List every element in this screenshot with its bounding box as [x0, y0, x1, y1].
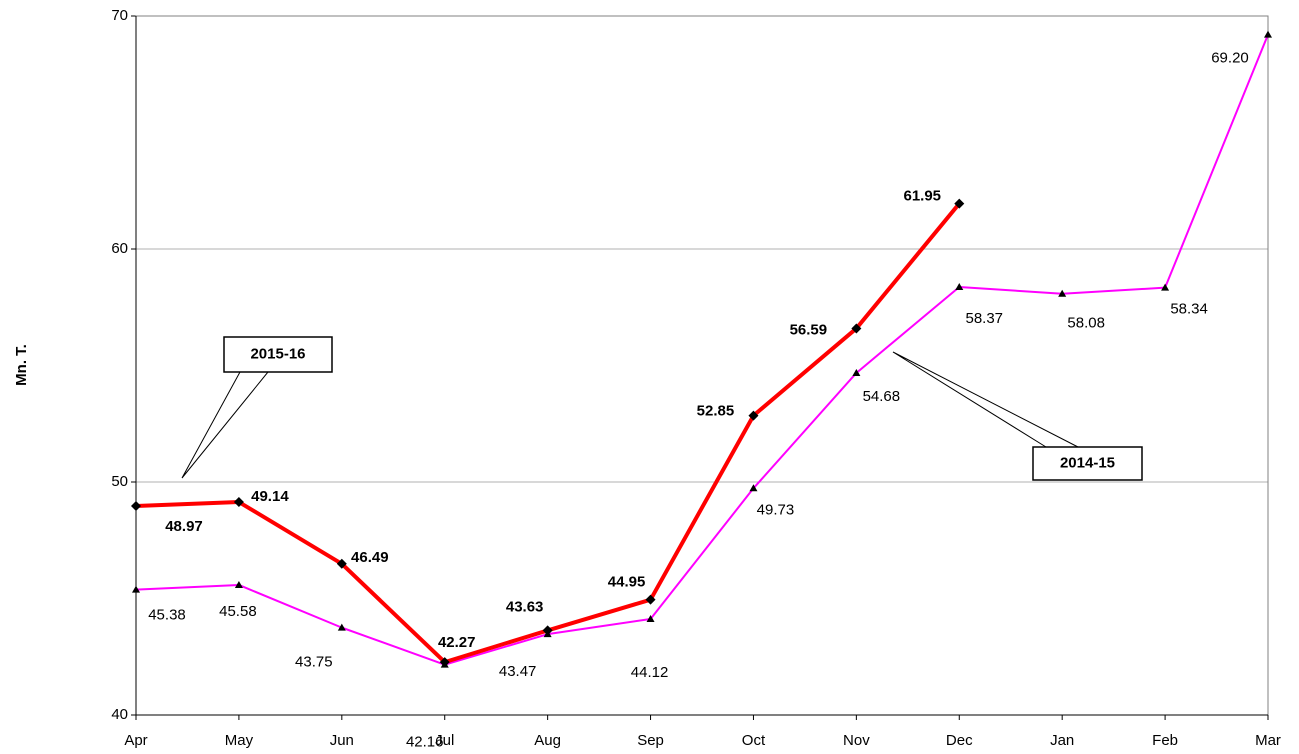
marker: [1264, 30, 1272, 38]
marker: [851, 323, 862, 334]
data-label: 61.95: [903, 188, 941, 205]
callout-box: [223, 336, 333, 373]
x-tick-label: Aug: [534, 732, 561, 749]
y-tick-label: 40: [111, 706, 128, 723]
x-tick-label: Dec: [946, 732, 973, 749]
marker: [954, 198, 965, 209]
data-label: 58.37: [965, 310, 1003, 327]
data-label: 48.97: [165, 518, 203, 535]
marker: [852, 368, 861, 376]
data-label: 43.75: [295, 654, 333, 671]
data-label: 56.59: [790, 321, 828, 338]
marker: [748, 410, 759, 421]
marker: [336, 558, 347, 569]
data-label: 49.73: [757, 501, 795, 518]
data-label: 43.47: [499, 663, 537, 680]
x-tick-label: Nov: [843, 732, 870, 749]
data-label: 69.20: [1211, 50, 1249, 67]
data-label: 54.68: [863, 388, 901, 405]
x-tick-label: Oct: [742, 732, 766, 749]
data-label: 42.16: [406, 734, 444, 751]
callout-pointer: [181, 371, 270, 479]
marker: [131, 500, 141, 511]
marker: [132, 585, 140, 593]
data-label: 44.12: [631, 664, 669, 681]
data-label: 45.38: [148, 607, 186, 624]
series-line: [135, 34, 1269, 666]
x-tick-label: Sep: [637, 732, 664, 749]
x-tick-label: Apr: [124, 732, 147, 749]
marker: [439, 657, 450, 668]
marker: [234, 580, 243, 588]
callout-pointer: [892, 351, 1079, 448]
marker: [542, 625, 553, 636]
marker: [749, 484, 758, 492]
data-label: 49.14: [251, 488, 289, 505]
callout-label: 2015-16: [250, 345, 305, 362]
data-label: 46.49: [351, 549, 389, 566]
callout-box: [1032, 446, 1143, 481]
marker: [645, 594, 656, 605]
x-tick-label: Mar: [1255, 732, 1281, 749]
data-label: 58.08: [1067, 315, 1105, 332]
x-tick-label: Feb: [1152, 732, 1178, 749]
marker: [233, 497, 244, 508]
data-label: 42.27: [438, 634, 476, 651]
data-label: 44.95: [608, 574, 646, 591]
y-tick-label: 50: [111, 473, 128, 490]
x-tick-label: Jan: [1050, 732, 1074, 749]
x-tick-label: Jun: [330, 732, 354, 749]
callout-label: 2014-15: [1060, 454, 1115, 471]
x-tick-label: Jul: [435, 732, 454, 749]
data-label: 58.34: [1170, 301, 1208, 318]
marker: [337, 623, 346, 631]
x-tick-label: May: [225, 732, 254, 749]
data-label: 43.63: [506, 598, 544, 615]
data-label: 45.58: [219, 603, 257, 620]
data-label: 52.85: [697, 403, 735, 420]
y-axis-label: Mn. T.: [13, 344, 30, 386]
marker: [646, 615, 655, 623]
marker: [1161, 283, 1170, 291]
y-tick-label: 60: [111, 240, 128, 257]
marker: [1058, 289, 1067, 297]
marker: [955, 282, 964, 290]
y-tick-label: 70: [111, 7, 128, 24]
